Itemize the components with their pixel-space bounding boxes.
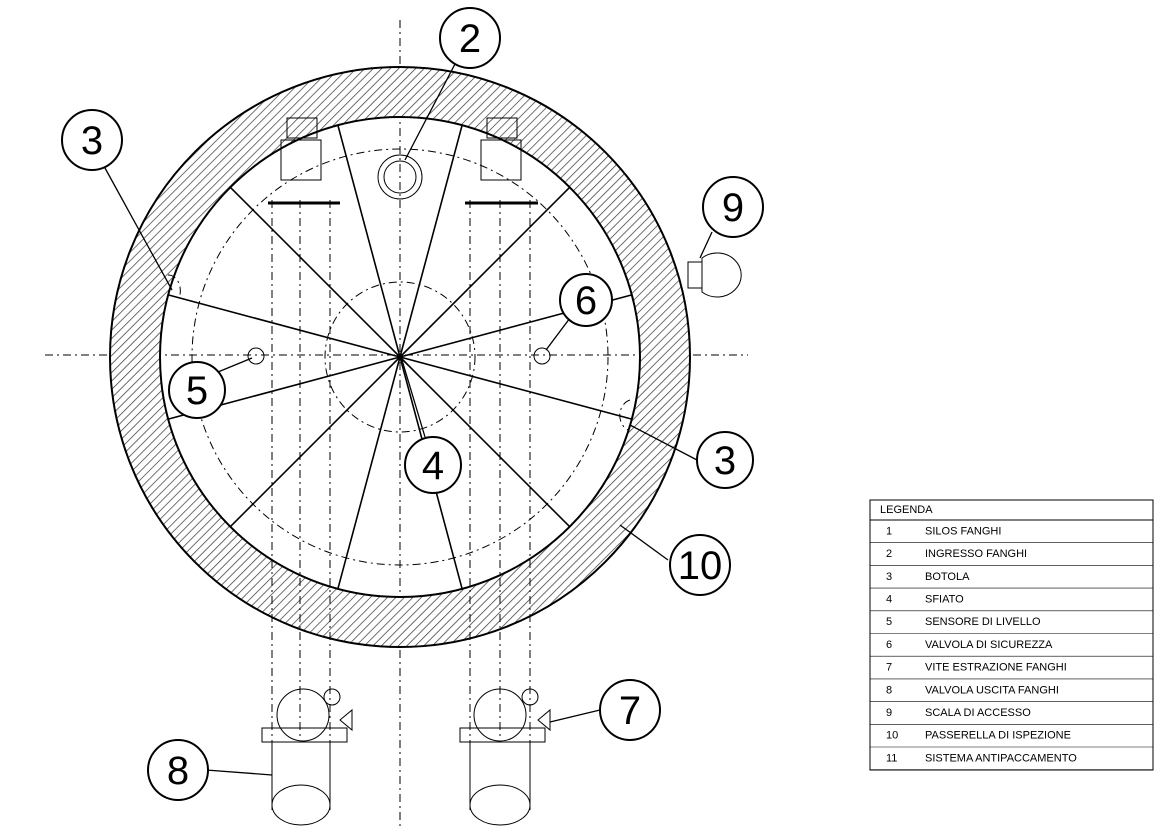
callout: 7 bbox=[619, 689, 641, 733]
legend-title: LEGENDA bbox=[880, 504, 933, 516]
spoke bbox=[168, 295, 400, 357]
callout: 2 bbox=[459, 17, 481, 61]
callout: 3 bbox=[81, 119, 103, 163]
hatch-door bbox=[620, 400, 630, 430]
spoke bbox=[338, 125, 400, 357]
callout: 9 bbox=[722, 186, 744, 230]
valve bbox=[534, 348, 550, 364]
legend-number: 11 bbox=[886, 752, 897, 764]
legend-number: 7 bbox=[886, 662, 892, 674]
legend-text: VITE ESTRAZIONE FANGHI bbox=[925, 662, 1067, 674]
legend-text: SCALA DI ACCESSO bbox=[925, 707, 1031, 719]
legend-text: PASSERELLA DI ISPEZIONE bbox=[925, 730, 1071, 742]
legend-text: BOTOLA bbox=[925, 571, 970, 583]
callout: 5 bbox=[186, 369, 208, 413]
spoke bbox=[230, 187, 400, 357]
spoke bbox=[338, 357, 400, 589]
callout: 8 bbox=[167, 749, 189, 793]
legend-number: 6 bbox=[886, 639, 892, 651]
spoke bbox=[400, 125, 462, 357]
legend: LEGENDA 1 SILOS FANGHI 2 INGRESSO FANGHI 3 BO… bbox=[870, 500, 1153, 770]
legend-text: SFIATO bbox=[925, 593, 964, 605]
spoke bbox=[400, 187, 570, 357]
legend-text: SISTEMA ANTIPACCAMENTO bbox=[925, 752, 1077, 764]
legend-number: 5 bbox=[886, 616, 892, 628]
callout: 4 bbox=[422, 444, 444, 488]
spoke bbox=[230, 357, 400, 527]
legend-number: 10 bbox=[886, 730, 898, 742]
legend-text: SILOS FANGHI bbox=[925, 525, 1001, 537]
legend-number: 4 bbox=[886, 593, 892, 605]
spoke bbox=[400, 357, 632, 419]
outlet-valves bbox=[262, 689, 550, 825]
legend-number: 9 bbox=[886, 707, 892, 719]
callout: 3 bbox=[714, 439, 736, 483]
legend-number: 2 bbox=[886, 548, 892, 560]
sensor bbox=[248, 348, 264, 364]
legend-number: 8 bbox=[886, 684, 892, 696]
callout: 10 bbox=[678, 544, 723, 588]
legend-text: INGRESSO FANGHI bbox=[925, 548, 1027, 560]
legend-number: 3 bbox=[886, 571, 892, 583]
drawing: 2 3 9 6 5 4 3 10 8 7 LEGENDA 1 SILOS FANG… bbox=[0, 0, 1162, 838]
callout: 6 bbox=[575, 279, 597, 323]
legend-text: VALVOLA USCITA FANGHI bbox=[925, 684, 1059, 696]
legend-text: SENSORE DI LIVELLO bbox=[925, 616, 1041, 628]
legend-number: 1 bbox=[886, 525, 892, 537]
ladder bbox=[688, 253, 741, 297]
legend-text: VALVOLA DI SICUREZZA bbox=[925, 639, 1053, 651]
